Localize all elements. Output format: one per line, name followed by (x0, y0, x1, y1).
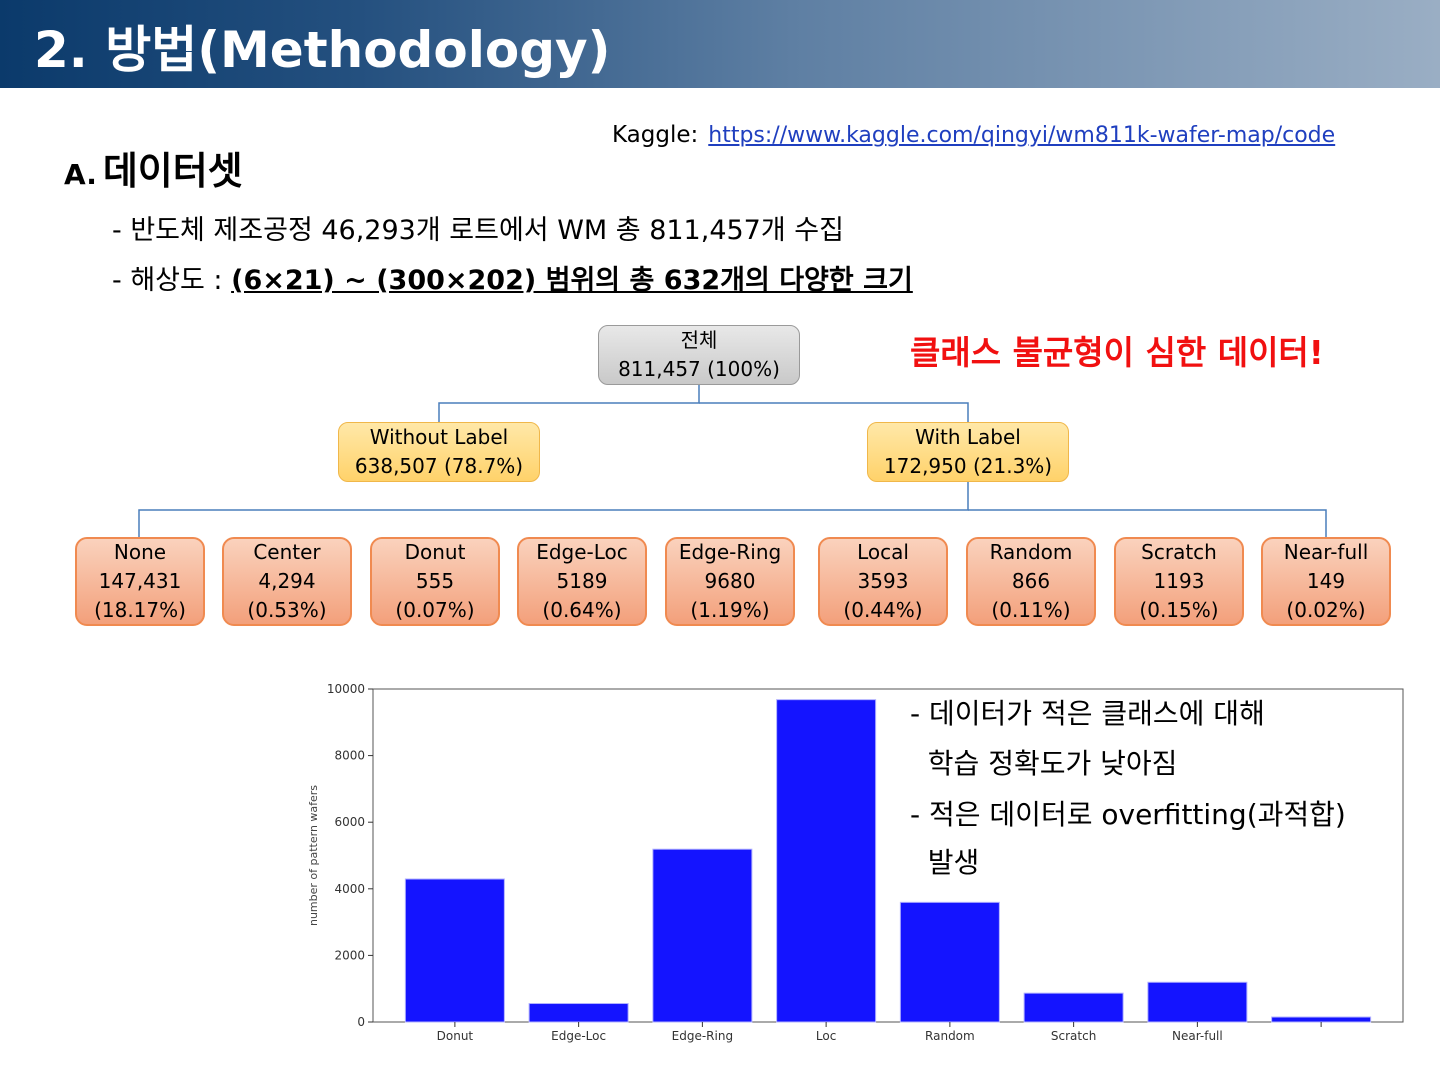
leaf-node-donut: Donut 555 (0.07%) (370, 537, 500, 626)
leaf-name: Random (989, 540, 1073, 564)
y-axis-label: number of pattern wafers (307, 785, 320, 926)
without-label-node: Without Label 638,507 (78.7%) (338, 422, 540, 482)
class-count-bar-chart: 0 2000 4000 6000 8000 10000 number of pattern … (307, 682, 1404, 1043)
x-tick-label: Edge-Ring (672, 1029, 733, 1043)
bar (899, 901, 1000, 1023)
y-tick-label: 8000 (334, 749, 365, 763)
bar (1023, 992, 1124, 1023)
leaf-node-none: None 147,431 (18.17%) (75, 537, 205, 626)
tree-root-name: 전체 (680, 328, 718, 352)
note-line-1: - 데이터가 적은 클래스에 대해 (910, 697, 1265, 730)
leaf-pct: (0.02%) (1286, 598, 1366, 622)
plot-area (372, 688, 1404, 1023)
bar (404, 878, 505, 1023)
slide-title: 2. 방법(Methodology) (34, 21, 611, 79)
leaf-name: Donut (404, 540, 466, 564)
kaggle-link[interactable]: https://www.kaggle.com/qingyi/wm811k-waf… (708, 123, 1336, 148)
bullet-lots: - 반도체 제조공정 46,293개 로트에서 WM 총 811,457개 수집 (112, 215, 844, 246)
leaf-node-local: Local 3593 (0.44%) (818, 537, 948, 626)
leaf-count: 5189 (556, 569, 608, 593)
leaf-pct: (0.64%) (542, 598, 622, 622)
bar (652, 848, 753, 1023)
y-tick-label: 4000 (334, 882, 365, 896)
note-line-4: 발생 (910, 846, 980, 879)
without-label-name: Without Label (369, 425, 509, 449)
bullet-resolution: - 해상도 : (6×21) ~ (300×202) 범위의 총 632개의 다… (112, 258, 913, 297)
y-tick-label: 10000 (327, 682, 365, 696)
x-tick-label: Near-full (1172, 1029, 1223, 1043)
bullet-resolution-prefix: - 해상도 : (112, 265, 232, 296)
y-tick-label: 6000 (334, 815, 365, 829)
leaf-name: Center (253, 540, 321, 564)
leaf-count: 3593 (857, 569, 909, 593)
y-tick-label: 0 (357, 1015, 365, 1029)
with-label-value: 172,950 (21.3%) (883, 454, 1053, 478)
leaf-count: 149 (1306, 569, 1346, 593)
tree-root-node: 전체 811,457 (100%) (598, 325, 800, 385)
leaf-pct: (0.07%) (395, 598, 475, 622)
x-tick-label: Random (925, 1029, 975, 1043)
leaf-count: 555 (415, 569, 455, 593)
with-label-node: With Label 172,950 (21.3%) (867, 422, 1069, 482)
imbalance-warning: 클래스 불균형이 심한 데이터! (910, 333, 1324, 372)
leaf-name: Local (857, 540, 909, 564)
leaf-pct: (1.19%) (690, 598, 770, 622)
leaf-node-scratch: Scratch 1193 (0.15%) (1114, 537, 1244, 626)
leaf-pct: (0.53%) (247, 598, 327, 622)
leaf-node-edge-ring: Edge-Ring 9680 (1.19%) (665, 537, 795, 626)
leaf-name: Near-full (1283, 540, 1369, 564)
bar (1271, 1016, 1372, 1023)
leaf-count: 4,294 (258, 569, 316, 593)
bar (1147, 981, 1248, 1023)
bar (528, 1003, 629, 1023)
leaf-name: Scratch (1141, 540, 1217, 564)
leaf-count: 866 (1011, 569, 1051, 593)
leaf-node-center: Center 4,294 (0.53%) (222, 537, 352, 626)
leaf-pct: (0.44%) (843, 598, 923, 622)
leaf-node-near-full: Near-full 149 (0.02%) (1261, 537, 1391, 626)
leaf-name: Edge-Ring (678, 540, 782, 564)
leaf-name: Edge-Loc (536, 540, 628, 564)
note-line-3: - 적은 데이터로 overfitting(과적합) (910, 798, 1346, 831)
kaggle-source: Kaggle: https://www.kaggle.com/qingyi/wm8… (612, 122, 1335, 148)
bar (776, 699, 877, 1023)
x-tick-label: Loc (816, 1029, 836, 1043)
leaf-pct: (0.15%) (1139, 598, 1219, 622)
without-label-value: 638,507 (78.7%) (354, 454, 524, 478)
leaf-pct: (0.11%) (991, 598, 1071, 622)
leaf-count: 147,431 (98, 569, 182, 593)
leaf-pct: (18.17%) (94, 598, 186, 622)
leaf-name: None (113, 540, 167, 564)
section-prefix: A. (64, 158, 97, 191)
leaf-count: 1193 (1153, 569, 1205, 593)
note-line-2: 학습 정확도가 낮아짐 (910, 747, 1178, 780)
kaggle-label: Kaggle: (612, 122, 699, 148)
y-tick-label: 2000 (334, 948, 365, 962)
title-bar: 2. 방법(Methodology) (0, 0, 1440, 88)
leaf-node-edge-loc: Edge-Loc 5189 (0.64%) (517, 537, 647, 626)
x-tick-label: Donut (437, 1029, 474, 1043)
tree-root-value: 811,457 (100%) (618, 357, 780, 381)
with-label-name: With Label (915, 425, 1021, 449)
section-heading: A. 데이터셋 (64, 140, 243, 195)
section-title: 데이터셋 (102, 149, 243, 193)
bullet-resolution-range: (6×21) ~ (300×202) 범위의 총 632개의 다양한 크기 (231, 265, 913, 296)
x-tick-label: Scratch (1051, 1029, 1096, 1043)
x-tick-label: Edge-Loc (551, 1029, 606, 1043)
leaf-node-random: Random 866 (0.11%) (966, 537, 1096, 626)
leaf-count: 9680 (704, 569, 756, 593)
